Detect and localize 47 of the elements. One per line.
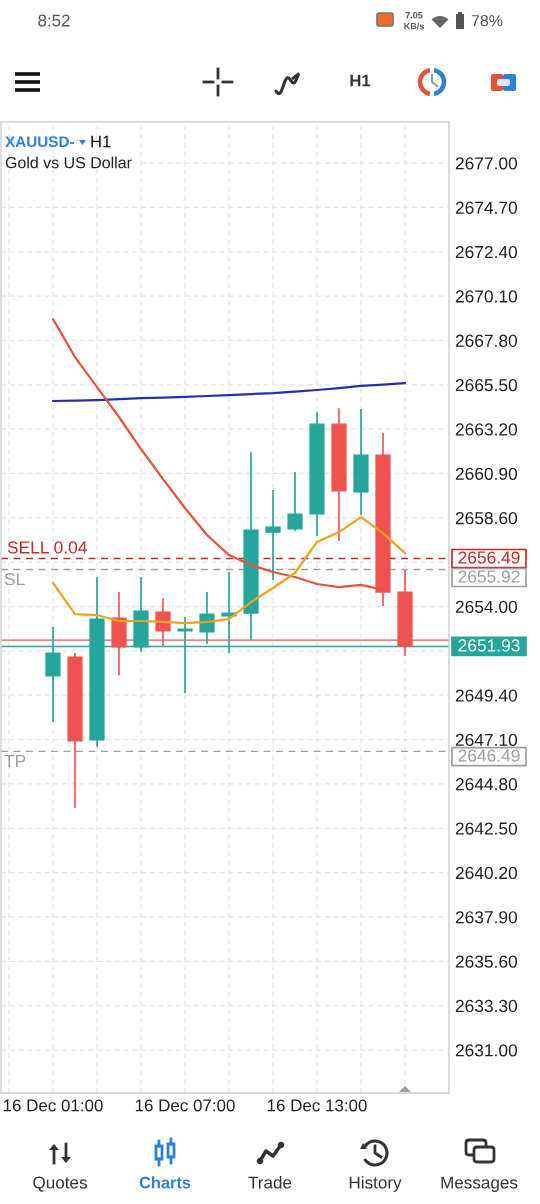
annotation: H1 bbox=[91, 135, 111, 148]
text: Gold vs US Dollar bbox=[5, 156, 132, 169]
y-tick-label: 2677.00 bbox=[455, 157, 518, 170]
y-tick-label: 2644.80 bbox=[455, 778, 518, 791]
text: Messages bbox=[441, 1176, 518, 1192]
x-tick-label: 16 Dec 07:00 bbox=[135, 1099, 235, 1112]
y-tick-label: 2654.00 bbox=[455, 600, 518, 613]
candlestick bbox=[265, 489, 281, 581]
text: H1 bbox=[350, 74, 371, 87]
text: 2655.92 bbox=[458, 570, 520, 583]
text: History bbox=[349, 1176, 402, 1192]
line-series bbox=[51, 317, 385, 592]
ref-line-label: TP bbox=[4, 754, 26, 767]
text: 2656.49 bbox=[458, 551, 520, 564]
y-tick-label: 2640.20 bbox=[455, 866, 518, 880]
candlestick bbox=[199, 591, 215, 645]
text: Charts bbox=[139, 1176, 191, 1189]
y-tick-label: 2631.00 bbox=[455, 1044, 518, 1057]
x-tick-label: 16 Dec 01:00 bbox=[3, 1099, 103, 1112]
text: 8:52 bbox=[38, 14, 70, 27]
y-tick-label: 2637.90 bbox=[455, 911, 518, 924]
y-tick-label: 2672.40 bbox=[455, 245, 518, 259]
text: KB/s bbox=[404, 22, 424, 30]
y-tick-label: 2667.80 bbox=[455, 334, 518, 347]
candlestick bbox=[287, 471, 303, 532]
y-tick-label: 2633.30 bbox=[455, 999, 518, 1013]
y-tick-label: 2635.60 bbox=[455, 955, 518, 968]
text: Quotes bbox=[33, 1176, 87, 1192]
ref-line-label: SELL 0.04 bbox=[7, 541, 87, 554]
text: 2651.93 bbox=[458, 639, 520, 652]
text: Trade bbox=[248, 1176, 292, 1189]
text: 78% bbox=[471, 14, 503, 27]
y-tick-label: 2663.20 bbox=[455, 423, 518, 436]
text: 2646.49 bbox=[458, 749, 520, 762]
y-tick-label: 2660.90 bbox=[455, 467, 518, 480]
y-tick-label: 2665.50 bbox=[455, 378, 518, 392]
line-series bbox=[51, 381, 407, 403]
y-tick-label: 2674.70 bbox=[455, 201, 518, 214]
x-tick-label: 16 Dec 13:00 bbox=[267, 1099, 367, 1112]
y-tick-label: 2670.10 bbox=[455, 290, 518, 303]
ref-line-label: SL bbox=[4, 572, 25, 586]
text: XAUUSD- bbox=[5, 136, 74, 148]
y-tick-label: 2658.60 bbox=[455, 512, 518, 525]
y-tick-label: 2642.50 bbox=[455, 822, 518, 835]
text: 7.05 bbox=[405, 12, 423, 19]
y-tick-label: 2649.40 bbox=[455, 689, 518, 702]
y-tick-label: 2647.10 bbox=[455, 733, 518, 747]
